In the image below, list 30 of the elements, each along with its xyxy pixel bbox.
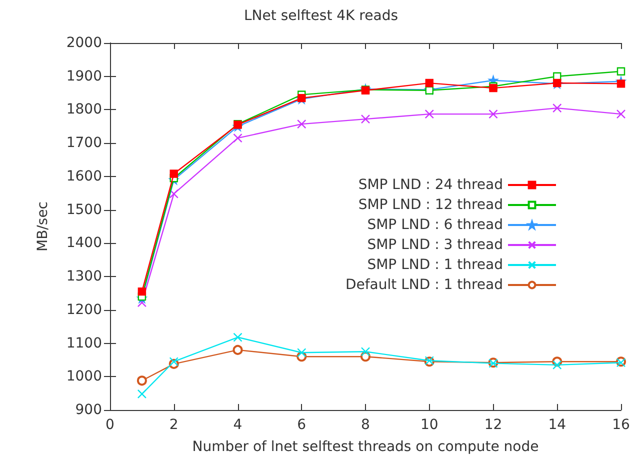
x-tick-label: 14 xyxy=(548,417,566,433)
y-tick-label: 2000 xyxy=(66,35,102,51)
legend-label: SMP LND : 3 thread xyxy=(367,237,503,253)
x-tick-label: 2 xyxy=(169,417,178,433)
y-tick-label: 1400 xyxy=(66,235,102,252)
y-tick-label: 1600 xyxy=(66,168,102,184)
legend-label: SMP LND : 6 thread xyxy=(367,217,503,233)
y-tick-label: 1700 xyxy=(66,135,102,152)
legend-label: SMP LND : 24 thread xyxy=(358,177,503,193)
legend-label: Default LND : 1 thread xyxy=(345,277,503,293)
legend-label: SMP LND : 1 thread xyxy=(367,257,503,273)
x-axis-title: Number of lnet selftest threads on compute node xyxy=(192,439,539,455)
x-tick-label: 4 xyxy=(233,417,242,433)
y-tick-label: 1500 xyxy=(66,202,102,218)
x-tick-label: 16 xyxy=(612,417,630,433)
x-tick-label: 8 xyxy=(361,417,370,433)
x-tick-label: 10 xyxy=(420,417,438,433)
legend-label: SMP LND : 12 thread xyxy=(358,197,503,213)
y-tick-label: 1000 xyxy=(66,368,102,385)
y-tick-label: 900 xyxy=(75,402,102,418)
y-tick-label: 1800 xyxy=(66,102,102,118)
y-tick-label: 1100 xyxy=(66,335,102,352)
x-tick-label: 0 xyxy=(106,417,114,433)
chart-title: LNet selftest 4K reads xyxy=(244,8,398,24)
y-axis-title: MB/sec xyxy=(35,201,51,252)
x-tick-label: 6 xyxy=(297,417,306,433)
y-tick-label: 1200 xyxy=(66,302,102,318)
y-tick-label: 1900 xyxy=(66,68,102,84)
x-tick-label: 12 xyxy=(484,417,502,433)
y-tick-label: 1300 xyxy=(66,268,102,285)
